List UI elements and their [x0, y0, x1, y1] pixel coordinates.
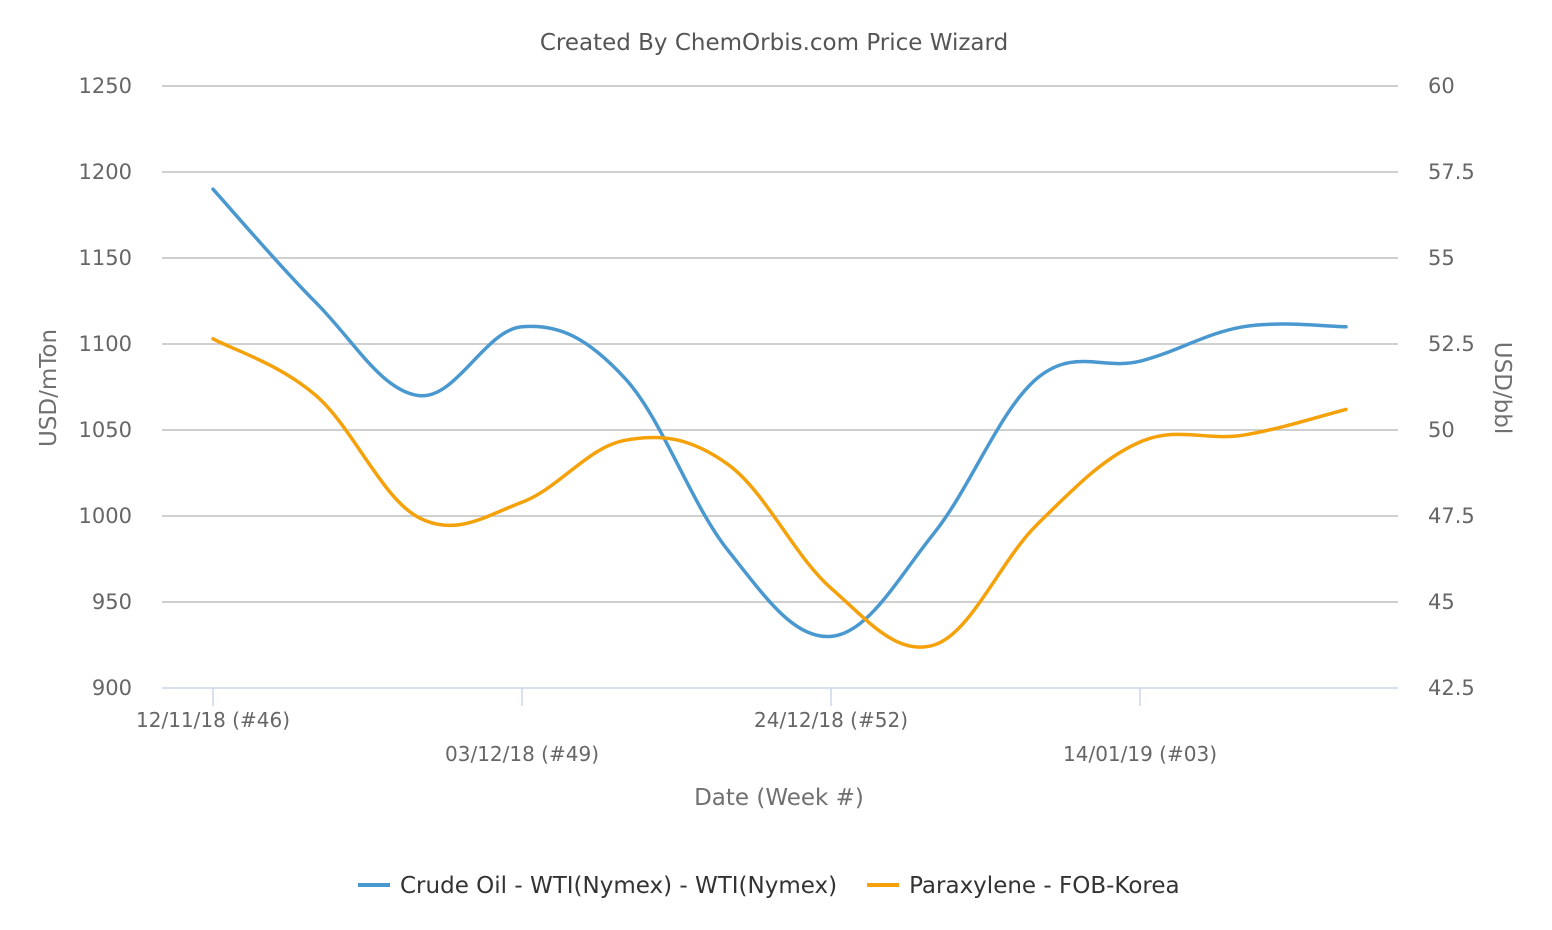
legend-label: Crude Oil - WTI(Nymex) - WTI(Nymex) [400, 873, 837, 899]
y-right-tick-label: 50 [1428, 418, 1455, 442]
y-right-tick-label: 57.5 [1428, 160, 1475, 184]
y-right-tick-label: 47.5 [1428, 504, 1475, 528]
chart-title: Created By ChemOrbis.com Price Wizard [540, 30, 1008, 56]
series-line-paraxylene [211, 337, 1348, 649]
x-tick-label: 24/12/18 (#52) [754, 708, 908, 732]
series-line-crude-oil [211, 187, 1348, 639]
x-tick-label: 03/12/18 (#49) [445, 742, 599, 766]
y-axis-right-title: USD/bbl [1489, 342, 1515, 434]
x-axis-ticks: 12/11/18 (#46) 03/12/18 (#49) 24/12/18 (#5… [136, 688, 1217, 766]
y-left-tick-label: 950 [92, 590, 132, 614]
legend: Crude Oil - WTI(Nymex) - WTI(Nymex) Parax… [358, 873, 1180, 899]
y-right-tick-label: 42.5 [1428, 676, 1475, 700]
y-left-tick-label: 1000 [79, 504, 132, 528]
y-left-tick-label: 1150 [79, 246, 132, 270]
y-right-tick-label: 55 [1428, 246, 1455, 270]
y-left-tick-label: 900 [92, 676, 132, 700]
y-axis-left-title: USD/mTon [36, 329, 62, 447]
grid-lines [162, 85, 1398, 689]
y-left-tick-label: 1050 [79, 418, 132, 442]
y-right-tick-label: 52.5 [1428, 332, 1475, 356]
x-axis-title: Date (Week #) [694, 785, 864, 811]
y-right-tick-label: 60 [1428, 74, 1455, 98]
legend-label: Paraxylene - FOB-Korea [909, 873, 1180, 899]
legend-item-crude-oil[interactable]: Crude Oil - WTI(Nymex) - WTI(Nymex) [358, 873, 837, 899]
y-axis-left-ticks: 900 950 1000 1050 1100 1150 1200 1250 [79, 74, 132, 700]
y-left-tick-label: 1200 [79, 160, 132, 184]
y-axis-right-ticks: 42.5 45 47.5 50 52.5 55 57.5 60 [1428, 74, 1475, 700]
y-right-tick-label: 45 [1428, 590, 1455, 614]
y-left-tick-label: 1100 [79, 332, 132, 356]
x-tick-label: 12/11/18 (#46) [136, 708, 290, 732]
series-lines [211, 187, 1348, 649]
y-left-tick-label: 1250 [79, 74, 132, 98]
legend-item-paraxylene[interactable]: Paraxylene - FOB-Korea [867, 873, 1180, 899]
x-tick-label: 14/01/19 (#03) [1063, 742, 1217, 766]
